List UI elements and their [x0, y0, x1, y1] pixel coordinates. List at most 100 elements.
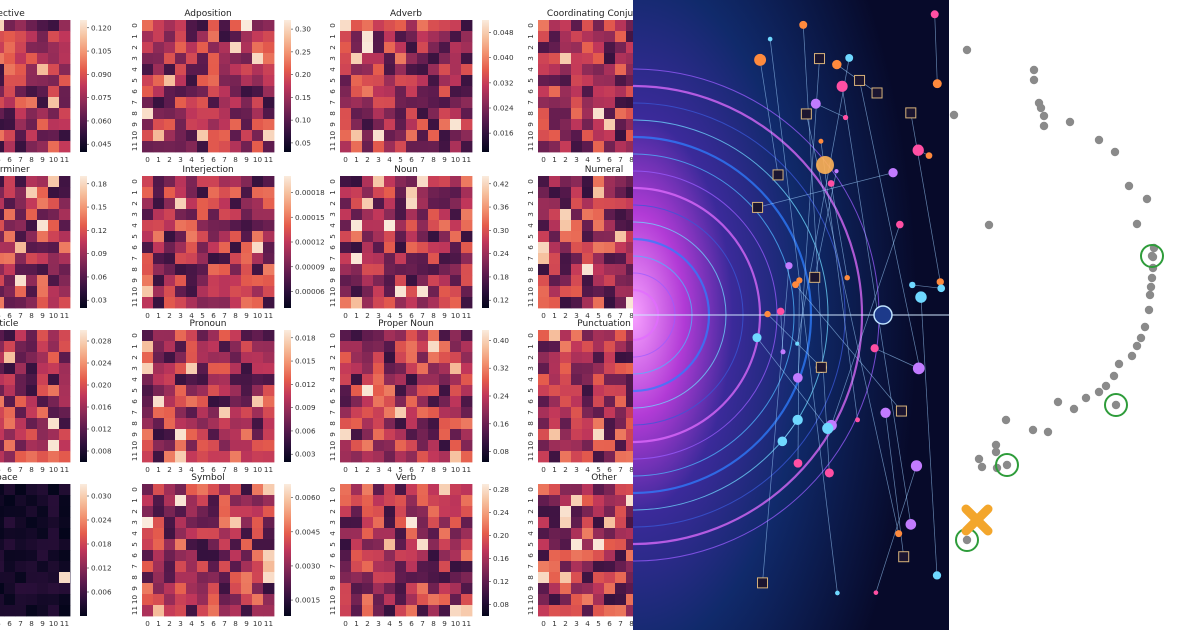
heatmap-cell	[417, 429, 429, 441]
y-tick-label: 5	[130, 542, 139, 547]
heatmap-cell	[241, 198, 253, 210]
heatmap-cell	[571, 108, 583, 120]
heatmap-cell	[428, 385, 440, 397]
heatmap-cell	[351, 330, 363, 342]
heatmap-cell	[208, 198, 220, 210]
heatmap-cell	[626, 594, 633, 606]
heatmap-cell	[615, 75, 627, 87]
heatmap-cell	[615, 53, 627, 65]
heatmap-cell	[406, 286, 418, 298]
heatmap-cell	[186, 64, 198, 76]
heatmap-cell	[230, 108, 242, 120]
heatmap-cell	[384, 20, 396, 32]
heatmap-cell	[384, 187, 396, 199]
heatmap-cell	[417, 407, 429, 419]
network-node	[842, 114, 849, 121]
heatmap-cell	[582, 209, 594, 221]
heatmap-cell	[340, 352, 352, 364]
heatmap-cell	[549, 594, 561, 606]
x-tick-label: 10	[451, 619, 461, 628]
heatmap-cell	[362, 187, 374, 199]
network-glyph	[809, 271, 821, 283]
heatmap-cell	[450, 605, 462, 617]
heatmap-cell	[219, 528, 231, 540]
heatmap-cell	[362, 97, 374, 109]
heatmap-cell	[582, 539, 594, 551]
heatmap-cell	[263, 484, 275, 496]
heatmap-cell	[604, 209, 616, 221]
network-link	[796, 57, 850, 344]
heatmap-cell	[549, 141, 561, 153]
heatmap-cell	[428, 275, 440, 287]
heatmap-cell	[0, 539, 5, 551]
heatmap-cell	[560, 440, 572, 452]
colorbar-tick-label: 0.030	[91, 492, 112, 501]
heatmap-cell	[538, 86, 550, 98]
heatmap-cell	[197, 176, 209, 188]
heatmap-cell	[48, 352, 60, 364]
heatmap-cell	[252, 495, 264, 507]
heatmap-cell	[59, 418, 71, 430]
heatmap-cell	[560, 407, 572, 419]
heatmap-cell	[37, 451, 49, 463]
heatmap-cell	[538, 605, 550, 617]
heatmap-cell	[373, 583, 385, 595]
x-tick-label: 7	[18, 465, 23, 474]
heatmap-cell	[142, 517, 154, 529]
heatmap-cell	[142, 583, 154, 595]
heatmap-cell	[252, 253, 264, 265]
heatmap-cell	[48, 97, 60, 109]
heatmap-cell	[252, 20, 264, 32]
heatmap-cell	[241, 385, 253, 397]
heatmap-cell	[219, 209, 231, 221]
heatmap-cell	[384, 352, 396, 364]
heatmap-cell	[241, 363, 253, 375]
colorbar-tick-label: 0.009	[295, 403, 316, 412]
heatmap-cell	[197, 130, 209, 142]
heatmap-cell	[615, 363, 627, 375]
network-link	[806, 113, 900, 534]
heatmap-cell	[373, 429, 385, 441]
heatmap-cell	[450, 506, 462, 518]
heatmap-cell	[0, 64, 5, 76]
heatmap-cell	[439, 187, 451, 199]
heatmap-cell	[439, 407, 451, 419]
heatmap-cell	[37, 374, 49, 386]
x-tick-label: 0	[541, 465, 546, 474]
heatmap-cell	[461, 374, 473, 386]
heatmap-cell	[395, 418, 407, 430]
heatmap-cell	[175, 176, 187, 188]
heatmap-cell	[230, 561, 242, 573]
heatmap-cell	[538, 484, 550, 496]
heatmap-cell	[395, 31, 407, 43]
heatmap-cell	[208, 561, 220, 573]
heatmap-cell	[26, 352, 38, 364]
heatmap-cell	[417, 130, 429, 142]
network-link	[815, 103, 846, 118]
heatmap-cell	[340, 561, 352, 573]
heatmap-cell	[395, 605, 407, 617]
heatmap-noun: Noun00112233445566778899101011110.420.36…	[328, 165, 509, 320]
heatmap-cell	[406, 242, 418, 254]
heatmap-cell	[252, 242, 264, 254]
heatmap-cell	[549, 31, 561, 43]
heatmap-cell	[153, 42, 165, 54]
heatmap-cell	[362, 363, 374, 375]
heatmap-cell	[538, 264, 550, 276]
heatmap-cell	[351, 407, 363, 419]
heatmap-cell	[340, 605, 352, 617]
heatmap-cell	[593, 528, 605, 540]
heatmap-cell	[26, 341, 38, 353]
x-tick-label: 0	[145, 155, 150, 164]
heatmap-cell	[252, 583, 264, 595]
colorbar-tick-label: 0.09	[91, 249, 107, 258]
heatmap-cell	[208, 341, 220, 353]
heatmap-cell	[362, 352, 374, 364]
highlight-ring	[995, 453, 1019, 477]
heatmap-cell	[395, 440, 407, 452]
heatmap-cell	[351, 176, 363, 188]
y-tick-label: 0	[526, 179, 535, 184]
heatmap-cell	[395, 75, 407, 87]
heatmap-cell	[560, 286, 572, 298]
heatmap-cell	[164, 75, 176, 87]
